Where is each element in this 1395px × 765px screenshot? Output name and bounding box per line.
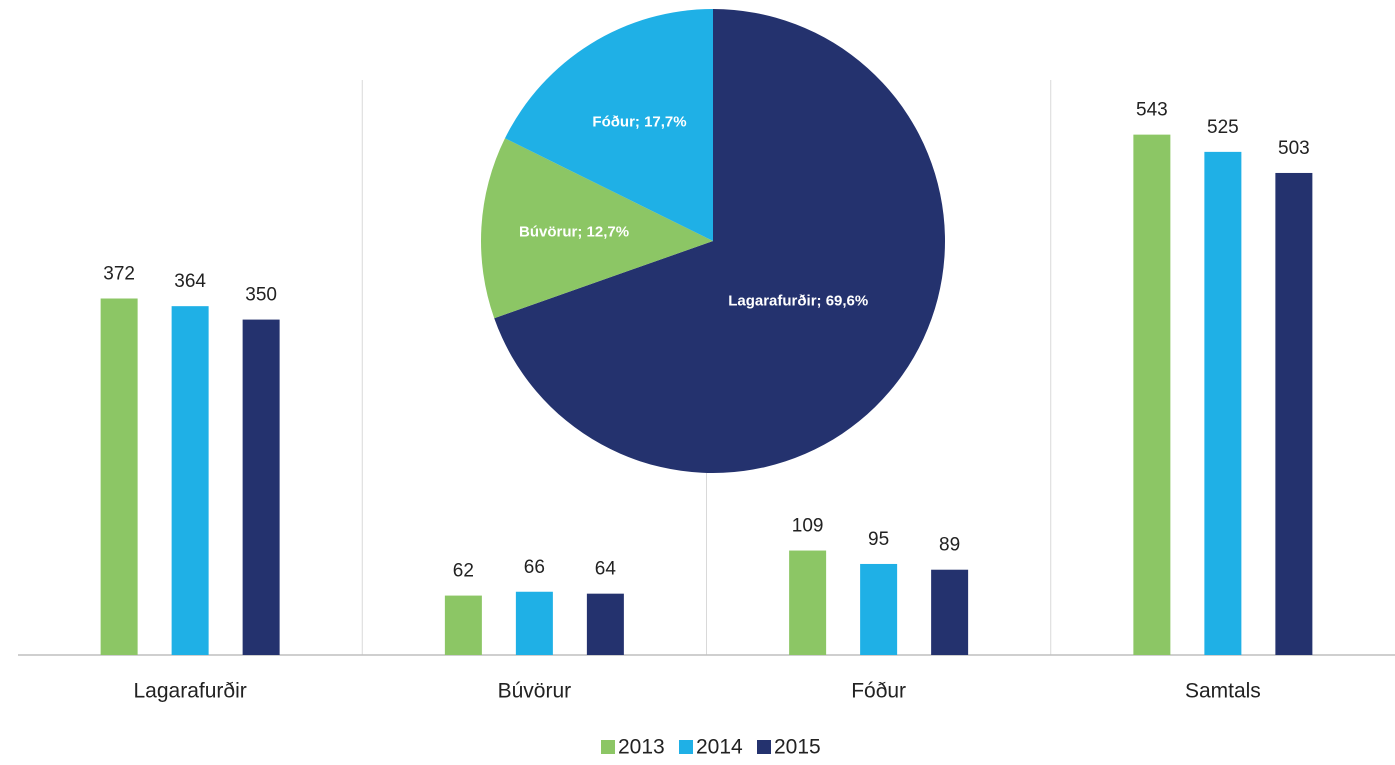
- legend-swatch: [601, 740, 615, 754]
- pie-label: Fóður; 17,7%: [592, 114, 686, 131]
- pie-slice: [504, 9, 713, 241]
- bar: [931, 569, 969, 655]
- bar: [586, 593, 624, 655]
- data-label: 503: [1278, 138, 1310, 159]
- data-label: 350: [245, 285, 277, 306]
- bar: [1275, 172, 1313, 656]
- data-label: 525: [1207, 117, 1239, 138]
- legend-label: 2013: [618, 736, 665, 759]
- x-tick-label: Samtals: [1185, 680, 1261, 703]
- bar: [444, 595, 482, 655]
- x-tick-label: Búvörur: [498, 680, 572, 703]
- bar: [242, 319, 280, 655]
- pie-label: Búvörur; 12,7%: [519, 224, 629, 241]
- bar: [789, 550, 827, 655]
- pie-slice: [494, 9, 945, 474]
- data-label: 364: [174, 271, 206, 292]
- x-tick-label: Fóður: [851, 680, 906, 703]
- legend-swatch: [757, 740, 771, 754]
- data-label: 62: [453, 561, 474, 582]
- legend-swatch: [679, 740, 693, 754]
- bar: [860, 563, 898, 655]
- bar: [100, 298, 138, 655]
- data-label: 109: [792, 516, 824, 537]
- bar: [515, 591, 553, 655]
- pie-label: Lagarafurðir; 69,6%: [728, 292, 868, 309]
- data-label: 89: [939, 535, 960, 556]
- legend-label: 2014: [696, 736, 743, 759]
- bar: [1133, 134, 1171, 655]
- x-tick-label: Lagarafurðir: [134, 680, 247, 703]
- bar: [1204, 151, 1242, 655]
- data-label: 95: [868, 529, 889, 550]
- pie-slice: [480, 138, 713, 319]
- bar: [171, 306, 209, 655]
- legend-label: 2015: [774, 736, 821, 759]
- data-label: 64: [595, 559, 617, 580]
- data-label: 543: [1136, 100, 1168, 121]
- data-label: 372: [103, 264, 135, 285]
- data-label: 66: [524, 557, 545, 578]
